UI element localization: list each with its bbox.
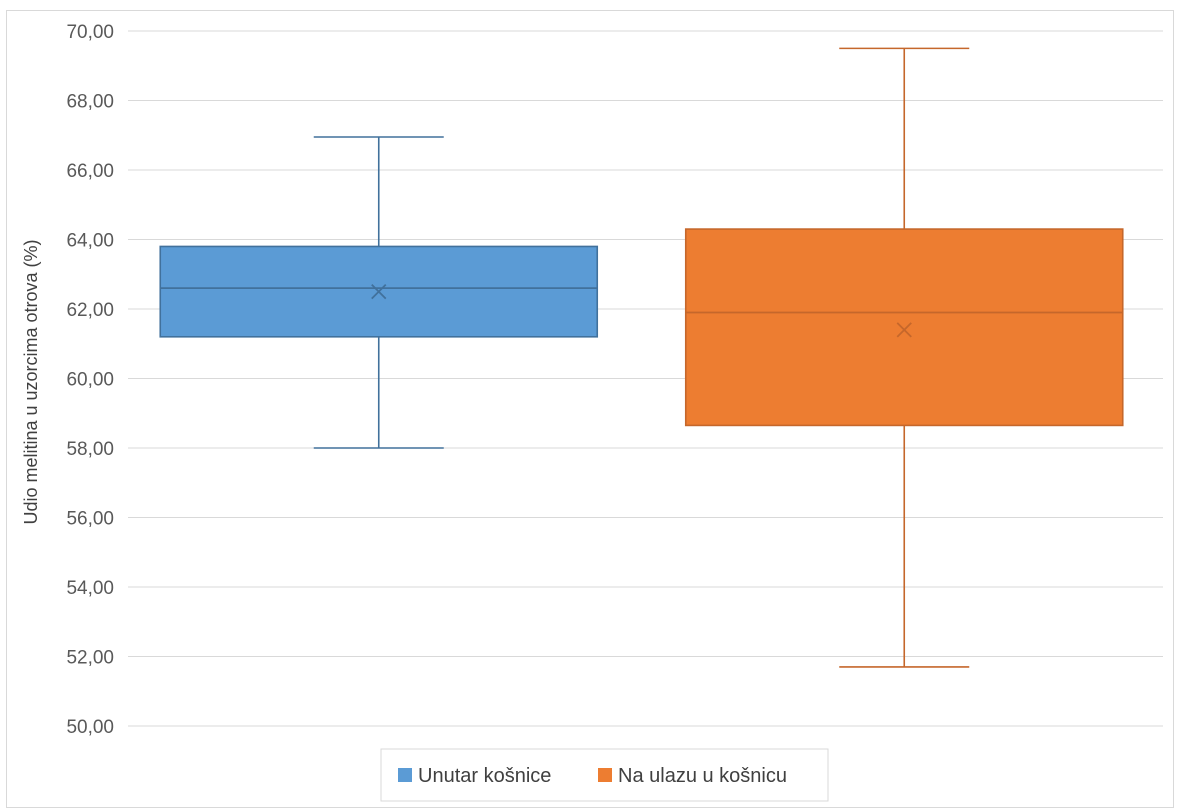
iqr-box-series-1 [684,228,1124,427]
y-tick-label-5: 60,00 [66,370,114,391]
legend-label-na-ulazu-u-kosnicu: Na ulazu u košnicu [618,765,787,787]
legend-swatch-unutar-kosnice [398,768,412,782]
mean-marker-series-0 [371,283,387,300]
y-tick-label-3: 56,00 [66,509,114,530]
legend: Unutar košnice Na ulazu u košnicu [380,748,829,802]
box-plot-series [159,47,1124,668]
mean-marker-series-1 [896,322,912,338]
y-tick-label-4: 58,00 [66,439,114,460]
y-tick-label-8: 66,00 [66,161,114,182]
y-tick-label-2: 54,00 [66,578,114,599]
y-tick-label-6: 62,00 [66,300,114,321]
y-tick-label-1: 52,00 [66,648,114,669]
y-axis-tick-labels: 50,00 52,00 54,00 56,00 58,00 60,00 62,00 64,00… [66,22,114,738]
y-tick-label-10: 70,00 [66,22,114,43]
legend-swatch-na-ulazu-u-kosnicu [598,768,612,782]
legend-label-unutar-kosnice: Unutar košnice [418,765,551,787]
y-axis-title: Udio melitina u uzorcima otrova (%) [21,239,41,524]
gridlines [128,30,1163,727]
y-tick-label-7: 64,00 [66,231,114,252]
y-tick-label-0: 50,00 [66,717,114,738]
box-series-0 [159,136,599,449]
box-series-1 [684,47,1124,668]
y-tick-label-9: 68,00 [66,92,114,113]
chart-frame [6,10,1174,808]
